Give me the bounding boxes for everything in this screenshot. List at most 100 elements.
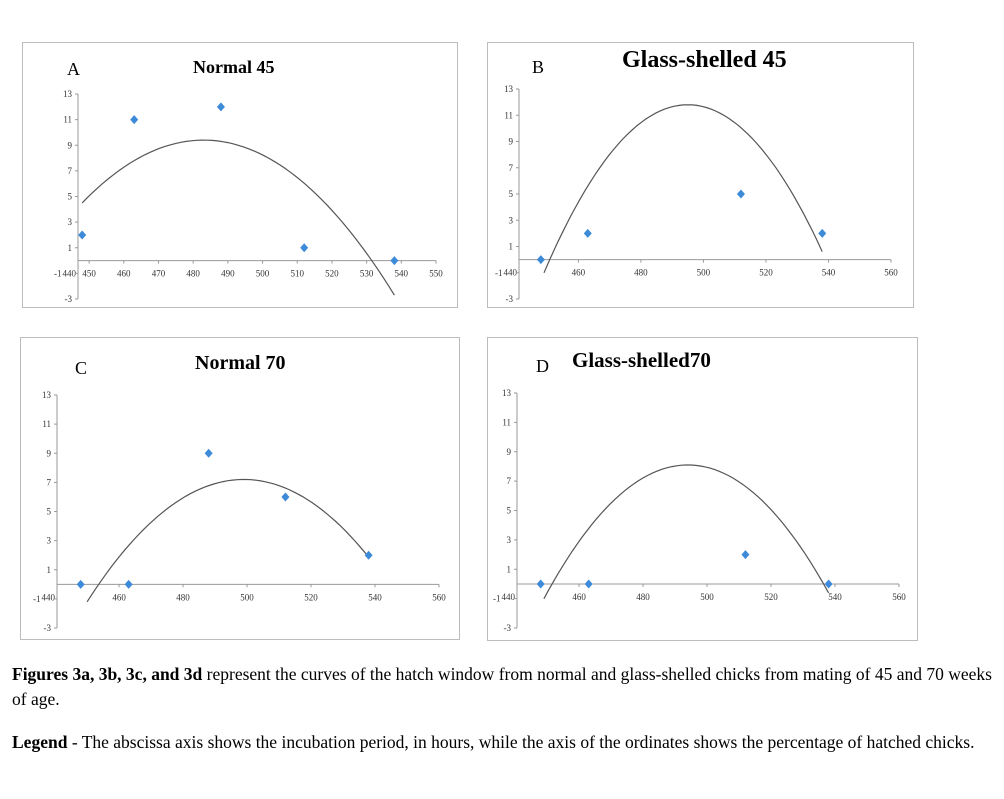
y-tick-label: 9 [509,137,514,147]
y-tick-label: 3 [509,215,514,225]
y-tick-label: 7 [509,163,514,173]
y-tick-label: 5 [47,507,52,517]
chart-title: Glass-shelled 45 [622,47,787,73]
y-tick-label: -1 [54,268,62,278]
data-point [281,492,290,502]
data-point [736,189,745,199]
y-tick-label: 1 [68,243,73,253]
y-tick-label: 13 [42,390,52,400]
y-tick-label: 11 [42,419,51,429]
x-tick-label: 550 [429,269,443,279]
x-tick-label: 500 [700,592,714,602]
data-point [216,102,225,112]
y-tick-label: 9 [68,140,73,150]
y-tick-label: 13 [502,388,512,398]
trendline [543,464,830,600]
x-tick-label: 450 [82,269,96,279]
x-tick-label: 440 [42,592,56,602]
x-tick-label: 500 [256,269,270,279]
x-tick-label: 480 [176,592,190,602]
x-tick-label: 500 [697,268,711,278]
x-tick-label: 460 [112,592,126,602]
x-tick-label: 520 [304,592,318,602]
panel-letter: A [67,59,80,79]
x-tick-label: 560 [884,268,898,278]
x-tick-label: 480 [634,268,648,278]
y-tick-label: 7 [47,477,52,487]
x-tick-label: 480 [186,269,200,279]
panel-d: 440 460 480 500 520 540 560 -3 -1 1 3 5 7 9 11 13 D Gla… [487,337,918,641]
y-tick-label: -3 [506,294,514,304]
caption-figure-ref: Figures 3a, 3b, 3c, and 3d [12,664,203,684]
caption-legend-label: Legend [12,732,68,752]
data-point [536,579,545,589]
chart-title: Normal 70 [195,352,286,374]
x-tick-label: 470 [152,269,166,279]
x-tick-label: 540 [368,592,382,602]
y-tick-label: 3 [507,535,512,545]
y-tick-label: 1 [507,564,512,574]
figure-legend: Legend - The abscissa axis shows the inc… [12,730,992,755]
trendline [543,104,823,274]
x-tick-label: 460 [572,268,586,278]
y-tick-label: 1 [509,242,514,252]
chart-title: Glass-shelled70 [572,348,711,372]
data-point [536,255,545,265]
data-point [76,579,85,589]
y-tick-label: -3 [65,294,73,304]
y-tick-label: 7 [507,476,512,486]
x-tick-label: 500 [240,592,254,602]
trendline [86,478,370,603]
y-tick-label: 11 [504,110,513,120]
caption-legend-text: - The abscissa axis shows the incubation… [67,732,975,752]
x-tick-label: 540 [395,269,409,279]
caption-text: represent the curves of the hatch window… [12,664,992,709]
y-tick-label: 3 [68,217,73,227]
x-tick-label: 490 [221,269,235,279]
x-tick-label: 440 [504,268,518,278]
y-tick-label: -1 [495,268,503,278]
y-tick-label: 3 [47,536,52,546]
x-tick-label: 460 [572,592,586,602]
x-tick-label: 510 [290,269,304,279]
panel-a: 440 450 460 470 480 490 500 510 520 530 540 550 -3 -1… [22,42,458,308]
x-tick-label: 440 [502,592,516,602]
x-tick-label: 520 [325,269,339,279]
y-tick-label: 1 [47,565,52,575]
x-tick-label: 520 [764,592,778,602]
trendline [81,139,395,296]
y-tick-label: 7 [68,166,73,176]
data-point [364,550,373,560]
x-tick-label: 530 [360,269,374,279]
x-tick-label: 480 [636,592,650,602]
data-point [818,228,827,238]
x-tick-label: 560 [892,592,906,602]
data-point [300,243,309,253]
panel-b: 440 460 480 500 520 540 560 -3 -1 1 3 5 7 9 11 13 B Gla… [487,42,914,308]
y-tick-label: 5 [68,192,73,202]
data-point [583,228,592,238]
chart-title: Normal 45 [193,57,275,77]
x-tick-label: 440 [63,269,77,279]
x-tick-label: 560 [432,592,446,602]
y-tick-label: 13 [63,89,73,99]
y-tick-label: 5 [509,189,514,199]
data-point [390,256,399,266]
panel-letter: C [75,358,88,378]
y-tick-label: -3 [504,623,512,633]
data-point [824,579,833,589]
y-tick-label: -1 [33,594,41,604]
data-point [124,579,133,589]
y-tick-label: 11 [63,115,72,125]
panel-c: 440 460 480 500 520 540 560 -3 -1 1 3 5 7 9 11 13 C Nor… [20,337,460,640]
data-point [130,115,139,125]
x-tick-label: 460 [117,269,131,279]
scatter-plot: 440 450 460 470 480 490 500 510 520 530 540 550 -3 -1… [54,89,443,304]
y-tick-label: 13 [504,84,514,94]
y-tick-label: 9 [47,448,52,458]
data-point [741,550,750,560]
panel-letter: D [536,356,549,376]
